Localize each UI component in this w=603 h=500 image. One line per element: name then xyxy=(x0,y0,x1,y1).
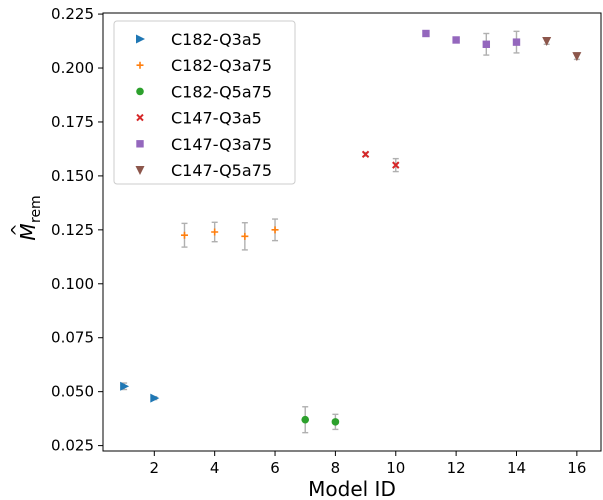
plot-frame xyxy=(102,12,602,452)
x-axis-label: Model ID xyxy=(308,477,396,500)
legend-marker xyxy=(136,140,144,148)
x-tick-label: 8 xyxy=(331,459,341,477)
x-tick-label: 10 xyxy=(386,459,405,477)
y-tick-label: 0.200 xyxy=(51,59,94,77)
legend-marker xyxy=(135,166,145,175)
legend-label: C147-Q3a5 xyxy=(171,109,262,128)
data-point xyxy=(150,393,160,403)
data-point xyxy=(482,40,491,48)
x-axis-ticks: 2 4 6 8 10 12 14 16 xyxy=(150,451,586,477)
legend-marker xyxy=(136,87,144,96)
data-point xyxy=(241,232,249,240)
legend-marker xyxy=(136,34,145,44)
y-tick-label: 0.075 xyxy=(51,329,94,347)
y-tick-label: 0.125 xyxy=(51,221,94,239)
legend-box xyxy=(113,20,296,185)
data-point xyxy=(422,29,430,38)
x-tick-label: 14 xyxy=(507,459,526,477)
legend-label: C182-Q3a75 xyxy=(171,56,272,75)
markers-layer xyxy=(120,29,582,426)
data-point xyxy=(452,36,460,44)
data-point xyxy=(361,150,370,159)
data-point xyxy=(120,381,130,391)
y-axis-label-subscript: rem xyxy=(28,195,44,223)
y-tick-label: 0.050 xyxy=(51,383,94,401)
data-point xyxy=(512,38,521,46)
data-point xyxy=(331,418,340,426)
y-tick-label: 0.025 xyxy=(51,437,94,455)
x-tick-label: 4 xyxy=(210,459,220,477)
data-point xyxy=(211,228,219,236)
data-point xyxy=(542,37,552,47)
data-point xyxy=(271,226,279,234)
legend-label: C182-Q3a5 xyxy=(171,30,262,49)
legend-marker xyxy=(136,113,144,122)
x-tick-label: 6 xyxy=(270,459,280,477)
y-tick-label: 0.175 xyxy=(51,113,94,131)
y-tick-label: 0.150 xyxy=(51,167,94,185)
data-point xyxy=(392,161,400,169)
x-tick-label: 2 xyxy=(150,459,160,477)
y-axis-ticks: 0.025 0.050 0.075 0.100 0.125 0.150 0.175 0.200… xyxy=(51,5,103,455)
y-tick-label: 0.225 xyxy=(51,5,94,23)
legend-label: C147-Q3a75 xyxy=(171,135,272,154)
x-tick-label: 12 xyxy=(447,459,466,477)
legend-label: C182-Q5a75 xyxy=(171,82,272,101)
legend-marker xyxy=(136,61,144,69)
y-axis-label-hat: ^ xyxy=(8,223,27,236)
legend-label: C147-Q5a75 xyxy=(171,161,272,180)
legend: C182-Q3a5 C182-Q3a75 C182-Q5a75 C147-Q3a5 C1… xyxy=(113,20,296,185)
data-point xyxy=(301,415,310,424)
x-tick-label: 16 xyxy=(567,459,586,477)
data-point xyxy=(572,52,582,62)
y-axis-label-main: M xyxy=(16,223,40,240)
data-point xyxy=(180,231,188,239)
y-axis-label: M ^ rem xyxy=(8,195,44,240)
y-tick-label: 0.100 xyxy=(51,275,94,293)
